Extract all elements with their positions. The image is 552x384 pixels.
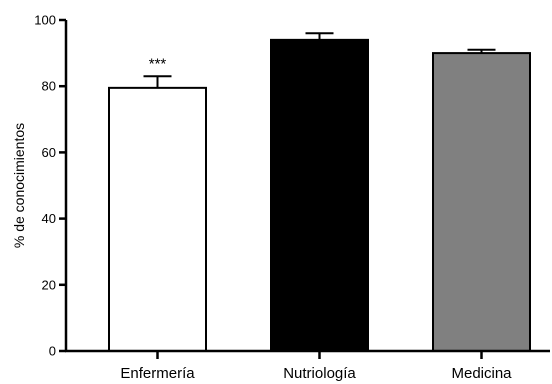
y-tick-label-3: 60 [42,145,56,160]
bars-group: *** [108,32,531,353]
bar-1 [270,38,369,353]
x-tick-label-2: Medicina [451,365,512,382]
y-tick-label-5: 100 [34,13,56,28]
bar-2 [432,52,531,352]
x-tick-label-0: Enfermería [120,365,195,382]
x-axis: Enfermería Nutriología Medicina [65,349,550,382]
y-tick-label-0: 0 [49,344,56,359]
y-tick-label-2: 40 [42,211,56,226]
y-axis: 0 20 40 60 80 100 [34,13,68,359]
y-axis-label: % de conocimientos [11,123,27,248]
x-tick-label-1: Nutriología [283,365,356,382]
y-tick-label-1: 20 [42,277,56,292]
bar-0 [108,86,207,352]
y-tick-label-4: 80 [42,79,56,94]
annotation-0: *** [149,55,167,72]
